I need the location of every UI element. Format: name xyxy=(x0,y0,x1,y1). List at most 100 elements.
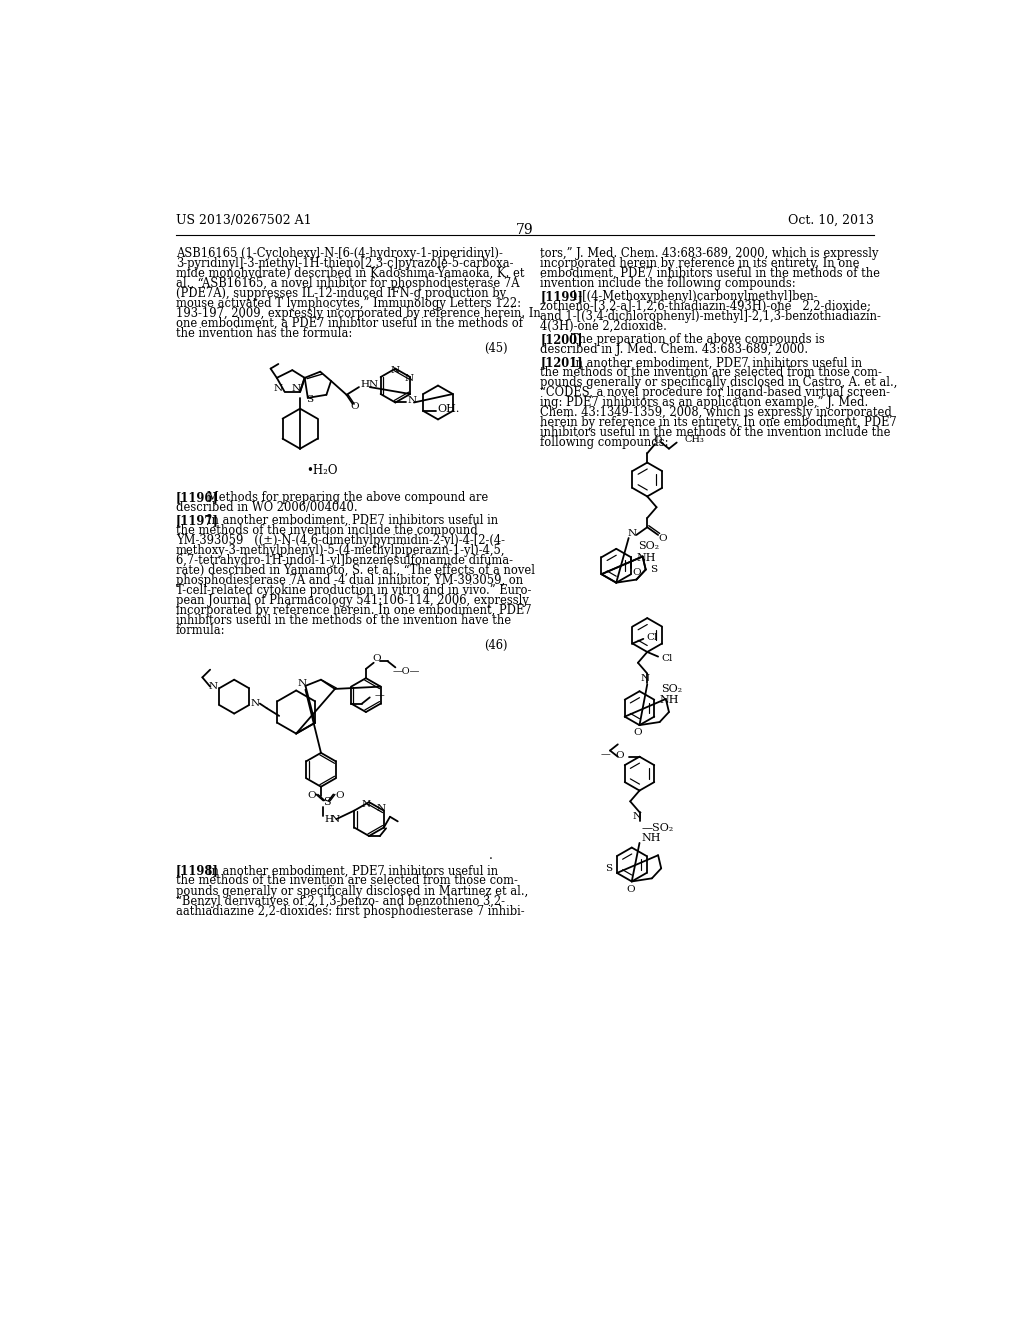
Text: Chem. 43:1349-1359, 2008, which is expressly incorporated: Chem. 43:1349-1359, 2008, which is expre… xyxy=(541,407,892,420)
Text: Cl: Cl xyxy=(646,632,657,642)
Text: the methods of the invention are selected from those com-: the methods of the invention are selecte… xyxy=(541,367,882,379)
Text: N: N xyxy=(391,366,400,375)
Text: [1201]: [1201] xyxy=(541,356,583,370)
Text: tors,” J. Med. Chem. 43:683-689, 2000, which is expressly: tors,” J. Med. Chem. 43:683-689, 2000, w… xyxy=(541,247,879,260)
Text: —: — xyxy=(375,692,384,701)
Text: “CODES, a novel procedure for ligand-based virtual screen-: “CODES, a novel procedure for ligand-bas… xyxy=(541,387,890,400)
Text: N: N xyxy=(292,384,301,393)
Text: NH: NH xyxy=(659,696,679,705)
Text: 1-[(4-Methoxyphenyl)carbonylmethyl]ben-: 1-[(4-Methoxyphenyl)carbonylmethyl]ben- xyxy=(560,290,818,304)
Text: pounds generally or specifically disclosed in Castro, A. et al.,: pounds generally or specifically disclos… xyxy=(541,376,898,389)
Text: N: N xyxy=(633,812,642,821)
Text: N: N xyxy=(361,800,371,809)
Text: OH.: OH. xyxy=(437,404,460,414)
Text: inhibitors useful in the methods of the invention have the: inhibitors useful in the methods of the … xyxy=(176,614,511,627)
Text: (45): (45) xyxy=(484,342,508,355)
Text: T-cell-related cytokine production in vitro and in vivo.” Euro-: T-cell-related cytokine production in vi… xyxy=(176,585,531,597)
Text: SO₂: SO₂ xyxy=(638,541,659,552)
Text: described in J. Med. Chem. 43:683-689, 2000.: described in J. Med. Chem. 43:683-689, 2… xyxy=(541,343,808,356)
Text: In another embodiment, PDE7 inhibitors useful in: In another embodiment, PDE7 inhibitors u… xyxy=(197,515,499,527)
Text: following compounds:: following compounds: xyxy=(541,437,669,449)
Text: formula:: formula: xyxy=(176,624,225,638)
Text: 193-197, 2009, expressly incorporated by reference herein. In: 193-197, 2009, expressly incorporated by… xyxy=(176,308,541,319)
Text: S: S xyxy=(306,395,313,404)
Text: N: N xyxy=(376,804,385,813)
Text: [1200]: [1200] xyxy=(541,333,583,346)
Text: mide monohydrate) described in Kadoshima-Yamaoka, K. et: mide monohydrate) described in Kadoshima… xyxy=(176,267,524,280)
Text: [1198]: [1198] xyxy=(176,865,219,878)
Text: zothieno-[3,2-a]-1,2,6-thiadiazin-493H)-one   2,2-dioxide;: zothieno-[3,2-a]-1,2,6-thiadiazin-493H)-… xyxy=(541,300,871,313)
Text: (46): (46) xyxy=(484,639,508,652)
Text: H: H xyxy=(325,814,334,824)
Text: SO₂: SO₂ xyxy=(662,684,682,694)
Text: The preparation of the above compounds is: The preparation of the above compounds i… xyxy=(560,333,825,346)
Text: HN: HN xyxy=(360,380,379,388)
Text: rate) described in Yamamoto, S. et al., “The effects of a novel: rate) described in Yamamoto, S. et al., … xyxy=(176,564,536,577)
Text: —O—: —O— xyxy=(392,668,420,676)
Text: NH: NH xyxy=(642,833,662,843)
Text: O: O xyxy=(634,729,642,738)
Text: N: N xyxy=(273,384,283,393)
Text: S: S xyxy=(324,797,331,807)
Text: described in WO 2006/004040.: described in WO 2006/004040. xyxy=(176,502,357,513)
Text: N: N xyxy=(209,682,218,692)
Text: pounds generally or specifically disclosed in Martinez et al.,: pounds generally or specifically disclos… xyxy=(176,884,528,898)
Text: O: O xyxy=(350,401,358,411)
Text: methoxy-3-methylphenyl)-5-(4-methylpiperazin-1-yl)-4,5,: methoxy-3-methylphenyl)-5-(4-methylpiper… xyxy=(176,544,506,557)
Text: [1199]: [1199] xyxy=(541,290,584,304)
Text: invention include the following compounds:: invention include the following compound… xyxy=(541,277,796,290)
Text: al., “ASB16165, a novel inhibitor for phosphodiesterase 7A: al., “ASB16165, a novel inhibitor for ph… xyxy=(176,277,519,290)
Text: N: N xyxy=(404,374,413,383)
Text: O: O xyxy=(335,792,344,800)
Text: O: O xyxy=(658,533,667,543)
Text: N: N xyxy=(297,678,306,688)
Text: 79: 79 xyxy=(516,223,534,238)
Text: and 1-[(3,4-dichlorophenyl)-methyl]-2,1,3-benzothiadiazin-: and 1-[(3,4-dichlorophenyl)-methyl]-2,1,… xyxy=(541,310,882,323)
Text: US 2013/0267502 A1: US 2013/0267502 A1 xyxy=(176,214,311,227)
Text: •H₂O: •H₂O xyxy=(306,465,338,477)
Text: —: — xyxy=(600,750,610,759)
Text: 4(3H)-one 2,2dioxide.: 4(3H)-one 2,2dioxide. xyxy=(541,321,668,333)
Text: N: N xyxy=(408,396,417,405)
Text: O: O xyxy=(633,568,641,577)
Text: S: S xyxy=(650,565,657,574)
Text: the invention has the formula:: the invention has the formula: xyxy=(176,327,352,341)
Text: NH: NH xyxy=(636,553,656,564)
Text: ASB16165 (1-Cyclohexyl-N-[6-(4-hydroxy-1-piperidinyl)-: ASB16165 (1-Cyclohexyl-N-[6-(4-hydroxy-1… xyxy=(176,247,503,260)
Text: (PDE7A), suppresses IL-12-induced IFN-g production by: (PDE7A), suppresses IL-12-induced IFN-g … xyxy=(176,286,506,300)
Text: [1196]: [1196] xyxy=(176,491,219,504)
Text: In another embodiment, PDE7 inhibitors useful in: In another embodiment, PDE7 inhibitors u… xyxy=(560,356,862,370)
Text: herein by reference in its entirety. In one embodiment, PDE7: herein by reference in its entirety. In … xyxy=(541,416,897,429)
Text: O: O xyxy=(626,884,635,894)
Text: pean Journal of Pharmacology 541:106-114, 2006, expressly: pean Journal of Pharmacology 541:106-114… xyxy=(176,594,529,607)
Text: .: . xyxy=(488,849,493,862)
Text: O: O xyxy=(307,792,316,800)
Text: O: O xyxy=(615,751,624,759)
Text: inhibitors useful in the methods of the invention include the: inhibitors useful in the methods of the … xyxy=(541,426,891,440)
Text: 3-pyridinyl]-3-methyl-1H-thieno[2,3-c]pyrazole-5-carboxa-: 3-pyridinyl]-3-methyl-1H-thieno[2,3-c]py… xyxy=(176,257,514,271)
Text: phosphodiesterase 7A and -4 dual inhibitor, YM-393059, on: phosphodiesterase 7A and -4 dual inhibit… xyxy=(176,574,523,587)
Text: S: S xyxy=(605,863,612,873)
Text: incorporated by reference herein. In one embodiment, PDE7: incorporated by reference herein. In one… xyxy=(176,605,531,618)
Text: Methods for preparing the above compound are: Methods for preparing the above compound… xyxy=(197,491,488,504)
Text: ing: PDE7 inhibitors as an application example,” J. Med.: ing: PDE7 inhibitors as an application e… xyxy=(541,396,868,409)
Text: N: N xyxy=(640,673,649,682)
Text: the methods of the invention include the compound: the methods of the invention include the… xyxy=(176,524,478,537)
Text: embodiment, PDE7 inhibitors useful in the methods of the: embodiment, PDE7 inhibitors useful in th… xyxy=(541,267,881,280)
Text: O: O xyxy=(653,437,663,445)
Text: N: N xyxy=(331,814,339,824)
Text: In another embodiment, PDE7 inhibitors useful in: In another embodiment, PDE7 inhibitors u… xyxy=(197,865,499,878)
Text: incorporated herein by reference in its entirety. In one: incorporated herein by reference in its … xyxy=(541,257,860,271)
Text: CH₃: CH₃ xyxy=(684,436,705,444)
Text: N: N xyxy=(627,529,636,537)
Text: Cl: Cl xyxy=(662,653,673,663)
Text: the methods of the invention are selected from those com-: the methods of the invention are selecte… xyxy=(176,875,518,887)
Text: mouse activated T lymphocytes,” Immunology Letters 122:: mouse activated T lymphocytes,” Immunolo… xyxy=(176,297,521,310)
Text: one embodiment, a PDE7 inhibitor useful in the methods of: one embodiment, a PDE7 inhibitor useful … xyxy=(176,317,523,330)
Text: Oct. 10, 2013: Oct. 10, 2013 xyxy=(787,214,873,227)
Text: O: O xyxy=(372,655,381,664)
Text: YM-393059   ((±)-N-(4,6-dimethylpyrimidin-2-yl)-4-[2-(4-: YM-393059 ((±)-N-(4,6-dimethylpyrimidin-… xyxy=(176,535,505,548)
Text: N: N xyxy=(251,700,260,708)
Text: 6,7-tetrahydro-1H-indol-1-yl]benzenesulfonamide difuma-: 6,7-tetrahydro-1H-indol-1-yl]benzenesulf… xyxy=(176,554,513,568)
Text: —SO₂: —SO₂ xyxy=(642,822,674,833)
